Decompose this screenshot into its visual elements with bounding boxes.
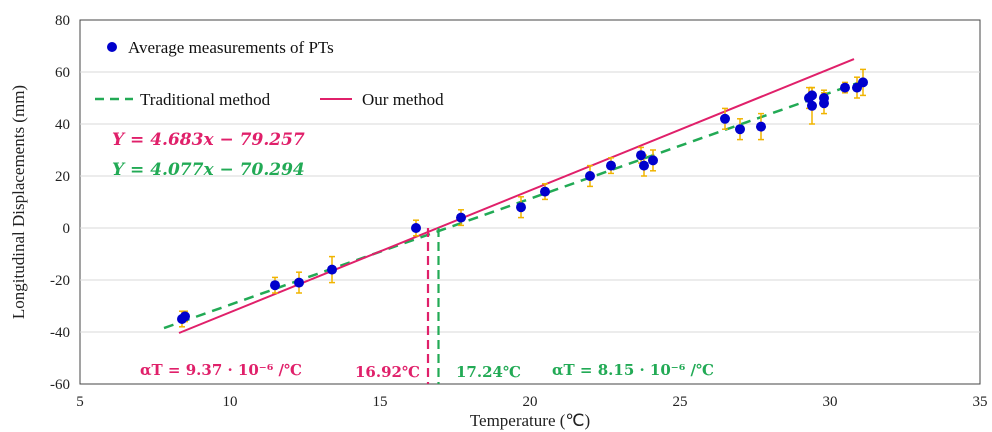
y-tick-label: 20 <box>55 169 70 185</box>
y-tick-label: -20 <box>50 273 70 289</box>
fit-lines <box>163 58 861 334</box>
data-point <box>756 121 766 132</box>
y-tick-label: 60 <box>55 65 70 81</box>
y-tick-label: -40 <box>50 325 70 341</box>
data-point <box>840 82 850 93</box>
x-axis-title: Temperature (℃) <box>470 411 590 430</box>
legend-label-ours: Our method <box>362 90 444 109</box>
y-tick-label: 0 <box>63 221 71 237</box>
alpha-traditional: αT = 8.15 · 10⁻⁶ /℃ <box>552 361 714 379</box>
data-point <box>606 160 616 171</box>
x-tick-label: 5 <box>76 394 84 410</box>
data-point <box>807 100 817 111</box>
legend-marker-points <box>107 42 117 52</box>
data-point <box>456 212 466 223</box>
data-point <box>819 93 829 103</box>
data-point <box>294 277 304 288</box>
data-point <box>735 124 745 135</box>
x-tick-label: 15 <box>373 394 388 410</box>
grid <box>80 71 980 333</box>
x-tick-label: 30 <box>823 394 838 410</box>
data-point <box>858 77 868 88</box>
data-point <box>807 90 817 101</box>
zero-drop-lines <box>426 228 440 384</box>
legend: Average measurements of PTs Traditional … <box>95 38 444 109</box>
y-ticks: -60 -40 -20 0 20 40 60 80 <box>50 13 70 393</box>
y-tick-label: 40 <box>55 117 70 133</box>
data-points <box>177 77 868 324</box>
equation-traditional: Y = 4.077x − 70.294 <box>112 160 305 180</box>
x-tick-label: 25 <box>673 394 688 410</box>
data-point <box>636 150 646 161</box>
fit-line-traditional <box>163 80 861 330</box>
data-point <box>540 186 550 197</box>
plot-area <box>79 19 981 385</box>
zero-temp-ours: 16.92℃ <box>355 363 420 381</box>
data-point <box>270 280 280 291</box>
data-point <box>720 113 730 124</box>
legend-label-points: Average measurements of PTs <box>128 38 334 57</box>
data-point <box>585 171 595 181</box>
data-point <box>327 264 337 275</box>
legend-label-traditional: Traditional method <box>140 90 271 109</box>
data-point <box>180 311 190 322</box>
x-tick-label: 20 <box>523 394 538 410</box>
x-tick-label: 35 <box>973 394 988 410</box>
alpha-ours: αT = 9.37 · 10⁻⁶ /℃ <box>140 361 302 379</box>
zero-temp-traditional: 17.24℃ <box>456 363 521 381</box>
y-tick-label: -60 <box>50 377 70 393</box>
data-point <box>648 155 658 166</box>
data-point <box>411 223 421 233</box>
y-axis-title: Longitudinal Displacements (mm) <box>9 85 28 319</box>
fit-line-ours <box>178 58 855 334</box>
y-tick-label: 80 <box>55 13 70 29</box>
equation-ours: Y = 4.683x − 79.257 <box>112 130 305 150</box>
data-point <box>516 202 526 213</box>
x-tick-label: 10 <box>223 394 238 410</box>
x-ticks: 5 10 15 20 25 30 35 <box>76 394 987 410</box>
data-point <box>639 160 649 171</box>
